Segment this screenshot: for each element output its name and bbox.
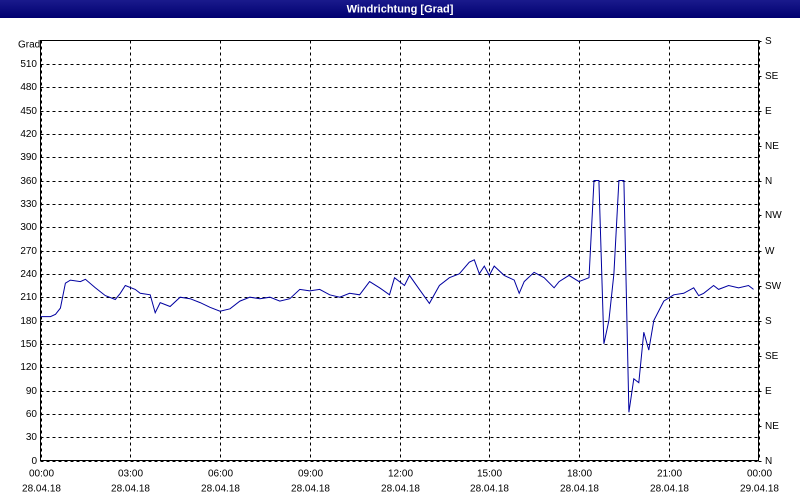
y-axis-label: Grad	[18, 40, 40, 51]
y-tick-label: 330	[20, 199, 37, 210]
x-tick-date: 28.04.18	[650, 484, 689, 495]
chart-title: Windrichtung [Grad]	[347, 3, 454, 15]
y-tick-label: 180	[20, 316, 37, 327]
x-tick-date: 28.04.18	[111, 484, 150, 495]
y-tick-label: 510	[20, 59, 37, 70]
y-tick-label: 0	[31, 456, 37, 467]
y-tick-label: 450	[20, 106, 37, 117]
y-tick-label: 120	[20, 362, 37, 373]
x-tick-label: 00:00	[29, 469, 54, 480]
y2-tick-label: NE	[765, 421, 779, 432]
y2-tick-label: E	[765, 386, 772, 397]
x-tick-label: 00:00	[747, 469, 772, 480]
x-tick-label: 18:00	[567, 469, 592, 480]
y2-tick-label: W	[765, 246, 775, 257]
y2-tick-label: NW	[765, 210, 782, 221]
y-tick-label: 300	[20, 222, 37, 233]
x-tick-label: 06:00	[208, 469, 233, 480]
y2-tick-label: SW	[765, 281, 782, 292]
y-tick-label: 240	[20, 269, 37, 280]
y2-tick-label: N	[765, 456, 772, 467]
data-line	[40, 180, 754, 413]
y-tick-label: 90	[26, 386, 38, 397]
y2-tick-label: NE	[765, 141, 779, 152]
y2-tick-label: S	[765, 36, 772, 47]
x-tick-label: 21:00	[657, 469, 682, 480]
y-tick-label: 390	[20, 152, 37, 163]
x-tick-date: 28.04.18	[470, 484, 509, 495]
y-tick-label: 270	[20, 246, 37, 257]
y-tick-label: 360	[20, 176, 37, 187]
y-tick-label: 150	[20, 339, 37, 350]
y-tick-label: 480	[20, 82, 37, 93]
x-tick-date: 29.04.18	[740, 484, 779, 495]
title-bar	[0, 0, 800, 18]
x-tick-date: 28.04.18	[22, 484, 61, 495]
y2-tick-label: N	[765, 176, 772, 187]
x-tick-label: 03:00	[118, 469, 143, 480]
y-tick-label: 30	[26, 432, 38, 443]
x-tick-date: 28.04.18	[291, 484, 330, 495]
y2-tick-label: E	[765, 106, 772, 117]
x-tick-date: 28.04.18	[201, 484, 240, 495]
plot-area	[40, 40, 759, 461]
y-tick-label: 210	[20, 292, 37, 303]
x-tick-date: 28.04.18	[560, 484, 599, 495]
y2-tick-label: SE	[765, 71, 779, 82]
y2-tick-label: SE	[765, 351, 779, 362]
x-tick-label: 12:00	[388, 469, 413, 480]
x-tick-date: 28.04.18	[381, 484, 420, 495]
x-tick-label: 09:00	[298, 469, 323, 480]
y2-tick-label: S	[765, 316, 772, 327]
y-tick-label: 60	[26, 409, 38, 420]
x-tick-label: 15:00	[477, 469, 502, 480]
y-tick-label: 420	[20, 129, 37, 140]
